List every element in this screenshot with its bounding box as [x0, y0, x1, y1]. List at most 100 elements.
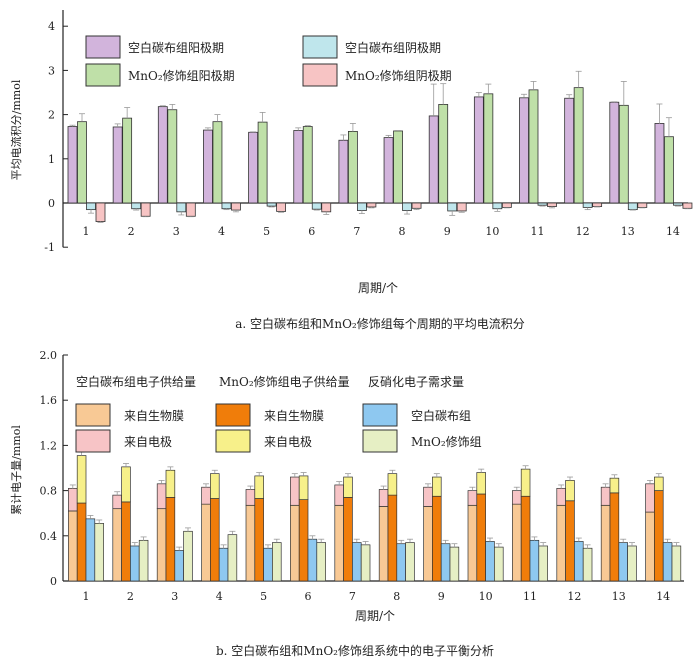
legend-label: 来自生物膜: [124, 409, 184, 423]
bar-segment: [112, 494, 122, 510]
bar: [664, 136, 674, 204]
x-tick-label: 1: [83, 590, 90, 603]
bar: [140, 202, 151, 217]
bar-segment: [227, 534, 238, 582]
legend-label: 空白碳布组阳极期: [128, 40, 224, 55]
bar: [592, 202, 603, 207]
bar-segment: [520, 468, 531, 497]
bar: [122, 117, 133, 204]
bar: [411, 202, 422, 209]
y-tick-label: 2: [48, 109, 55, 122]
bar-segment: [298, 475, 309, 500]
bar: [637, 202, 648, 208]
legend-swatch: [302, 35, 338, 59]
chart-b-ylabel: 累计电子量/mmol: [10, 425, 23, 515]
x-tick-label: 6: [305, 590, 312, 603]
bar-segment: [130, 545, 140, 582]
bar: [266, 202, 277, 207]
y-tick-label: 4: [48, 20, 55, 33]
bar: [248, 131, 259, 204]
x-tick-label: 1: [83, 225, 90, 238]
bar-segment: [609, 492, 620, 582]
bar-segment: [449, 546, 460, 582]
legend-group-title: MnO₂修饰组电子供给量: [219, 374, 350, 389]
bar: [582, 202, 593, 208]
bar-segment: [254, 475, 264, 499]
bar: [203, 129, 213, 204]
bar-segment: [512, 490, 522, 505]
bar-segment: [645, 511, 655, 582]
bar: [257, 121, 268, 204]
bar-segment: [307, 538, 318, 582]
bar: [438, 104, 449, 204]
legend-swatch: [362, 429, 398, 453]
bar-segment: [662, 542, 673, 582]
y-tick-label: 1.2: [40, 439, 58, 452]
legend-swatch: [302, 63, 338, 87]
bar-segment: [165, 469, 176, 498]
y-tick-label: -1: [44, 241, 55, 254]
bar-segment: [121, 466, 131, 503]
bar-segment: [476, 472, 486, 495]
bar-segment: [245, 489, 256, 506]
bar: [473, 96, 484, 204]
bar: [627, 202, 638, 211]
bar: [221, 202, 232, 210]
bar-segment: [556, 487, 566, 506]
bar-segment: [609, 477, 620, 494]
chart-a-ylabel: 平均电流积分/mmol: [9, 79, 23, 180]
x-tick-label: 7: [353, 225, 360, 238]
bar-segment: [245, 504, 256, 582]
x-tick-label: 13: [612, 590, 626, 603]
bar-segment: [423, 506, 433, 582]
x-tick-label: 10: [479, 590, 493, 603]
legend-swatch: [85, 35, 121, 59]
bar: [528, 89, 539, 204]
bar-segment: [94, 523, 104, 582]
bar-segment: [156, 508, 167, 582]
chart-b-caption: b. 空白碳布组和MnO₂修饰组系统中的电子平衡分析: [216, 643, 494, 658]
x-tick-label: 2: [127, 590, 134, 603]
x-tick-label: 14: [666, 225, 680, 238]
x-tick-label: 7: [349, 590, 356, 603]
chart-b: 累计电子量/mmol 周期/个 b. 空白碳布组和MnO₂修饰组系统中的电子平衡…: [10, 349, 684, 658]
bar: [609, 101, 620, 204]
legend-label: 空白碳布组: [411, 408, 471, 423]
y-tick-label: 0: [50, 575, 57, 588]
legend-label: 来自生物膜: [264, 409, 324, 423]
bar-segment: [210, 473, 220, 499]
bar-segment: [218, 547, 229, 582]
bar: [167, 109, 178, 204]
y-tick-label: 1.6: [40, 394, 58, 407]
x-tick-label: 8: [399, 225, 406, 238]
bar-segment: [316, 542, 326, 582]
bar-segment: [645, 483, 655, 513]
bar: [402, 202, 412, 211]
bar: [212, 121, 223, 204]
bar-segment: [334, 484, 344, 506]
bar: [428, 115, 439, 204]
x-tick-label: 14: [656, 590, 670, 603]
bar-segment: [272, 542, 282, 582]
x-tick-label: 3: [171, 590, 178, 603]
bar-segment: [210, 498, 220, 582]
legend-label: 空白碳布组阴极期: [345, 40, 441, 55]
bar: [321, 202, 332, 213]
bar: [682, 202, 693, 209]
legend-swatch: [362, 403, 398, 427]
bar: [131, 202, 142, 210]
bar-segment: [76, 455, 87, 504]
bar-segment: [387, 494, 398, 582]
x-tick-label: 5: [260, 590, 267, 603]
bar: [67, 126, 78, 204]
bar: [302, 126, 313, 204]
bar: [231, 202, 241, 211]
bar: [176, 202, 187, 213]
bar: [366, 202, 377, 208]
bar: [492, 202, 503, 210]
y-tick-label: 0.8: [40, 485, 58, 498]
legend-swatch: [85, 63, 121, 87]
bar: [673, 202, 683, 206]
bar: [573, 87, 584, 204]
